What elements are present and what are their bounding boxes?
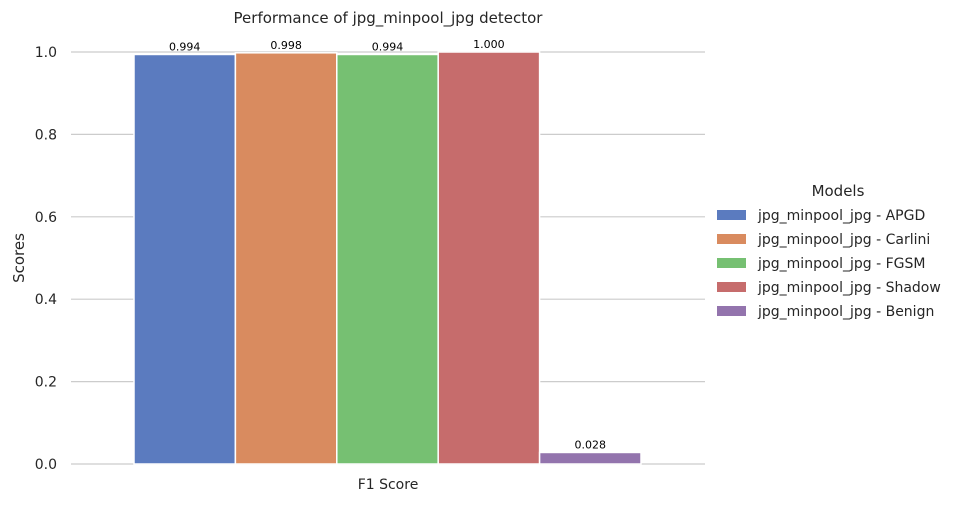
- bar-value-labels: 0.994 0.998 0.994 1.000 0.028: [169, 38, 606, 451]
- y-tick-label: 0.6: [35, 210, 57, 226]
- legend: Models jpg_minpool_jpg - APGD jpg_minpool…: [717, 182, 941, 320]
- legend-swatch: [717, 282, 746, 292]
- bar-value-label: 0.994: [169, 40, 201, 53]
- x-category-label: F1 Score: [358, 477, 419, 493]
- legend-entry-label: jpg_minpool_jpg - APGD: [757, 208, 925, 224]
- bars: [133, 51, 642, 465]
- legend-entry-label: jpg_minpool_jpg - Benign: [757, 304, 934, 320]
- bar-fgsm: [336, 53, 439, 465]
- y-tick-label: 0.8: [35, 127, 57, 143]
- y-tick-label: 0.0: [35, 457, 57, 473]
- bar-value-label: 0.994: [372, 40, 404, 53]
- legend-swatch: [717, 234, 746, 244]
- bar-value-label: 0.998: [270, 39, 302, 52]
- legend-entry-label: jpg_minpool_jpg - FGSM: [757, 256, 925, 272]
- bar-shadow: [437, 51, 541, 465]
- bar-value-label: 1.000: [473, 38, 505, 51]
- legend-entry-label: jpg_minpool_jpg - Carlini: [757, 232, 930, 248]
- bar-carlini: [234, 52, 338, 465]
- y-tick-labels: 0.0 0.2 0.4 0.6 0.8 1.0: [35, 45, 57, 473]
- legend-title: Models: [812, 182, 865, 200]
- y-tick-label: 1.0: [35, 45, 57, 61]
- chart-title: Performance of jpg_minpool_jpg detector: [234, 9, 544, 28]
- bar-benign: [538, 451, 642, 465]
- legend-swatch: [717, 210, 746, 220]
- y-tick-label: 0.4: [35, 292, 57, 308]
- bar-value-label: 0.028: [575, 438, 607, 451]
- legend-swatch: [717, 306, 746, 316]
- bar-apgd: [133, 53, 237, 465]
- legend-swatch: [717, 258, 746, 268]
- y-tick-label: 0.2: [35, 375, 57, 391]
- y-axis-label: Scores: [10, 233, 28, 283]
- legend-entry-label: jpg_minpool_jpg - Shadow: [757, 280, 941, 296]
